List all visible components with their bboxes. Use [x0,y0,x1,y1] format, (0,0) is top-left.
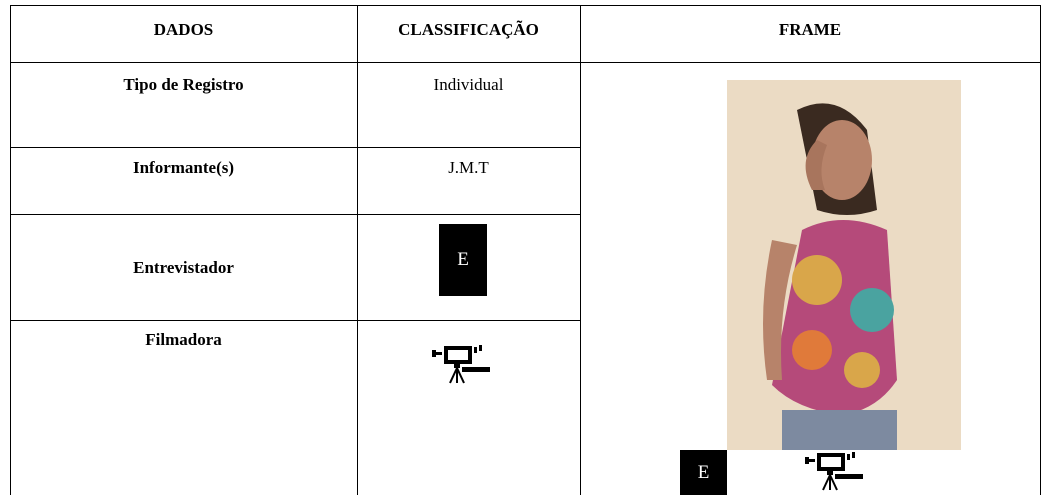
frame-badge: E [680,450,727,495]
row-label: Informante(s) [132,158,235,177]
border [1040,5,1041,495]
header-cell: CLASSIFICAÇÃO [398,20,539,39]
border [10,214,580,215]
row-value: Individual [433,75,504,94]
frame-photo [727,80,961,450]
row-label: Filmadora [145,330,222,349]
header-cell: DADOS [153,20,214,39]
badge: E [439,224,487,296]
row-value: J.M.T [448,158,489,177]
border [10,62,1041,63]
border [10,147,580,148]
camera-icon [805,452,863,491]
row-label: Tipo de Registro [123,75,244,94]
border [10,5,1041,6]
border [357,5,358,495]
border [580,5,581,495]
border [10,5,11,495]
row-label: Entrevistador [133,258,234,277]
header-cell: FRAME [778,20,842,39]
camera-icon [432,345,490,384]
border [10,320,580,321]
